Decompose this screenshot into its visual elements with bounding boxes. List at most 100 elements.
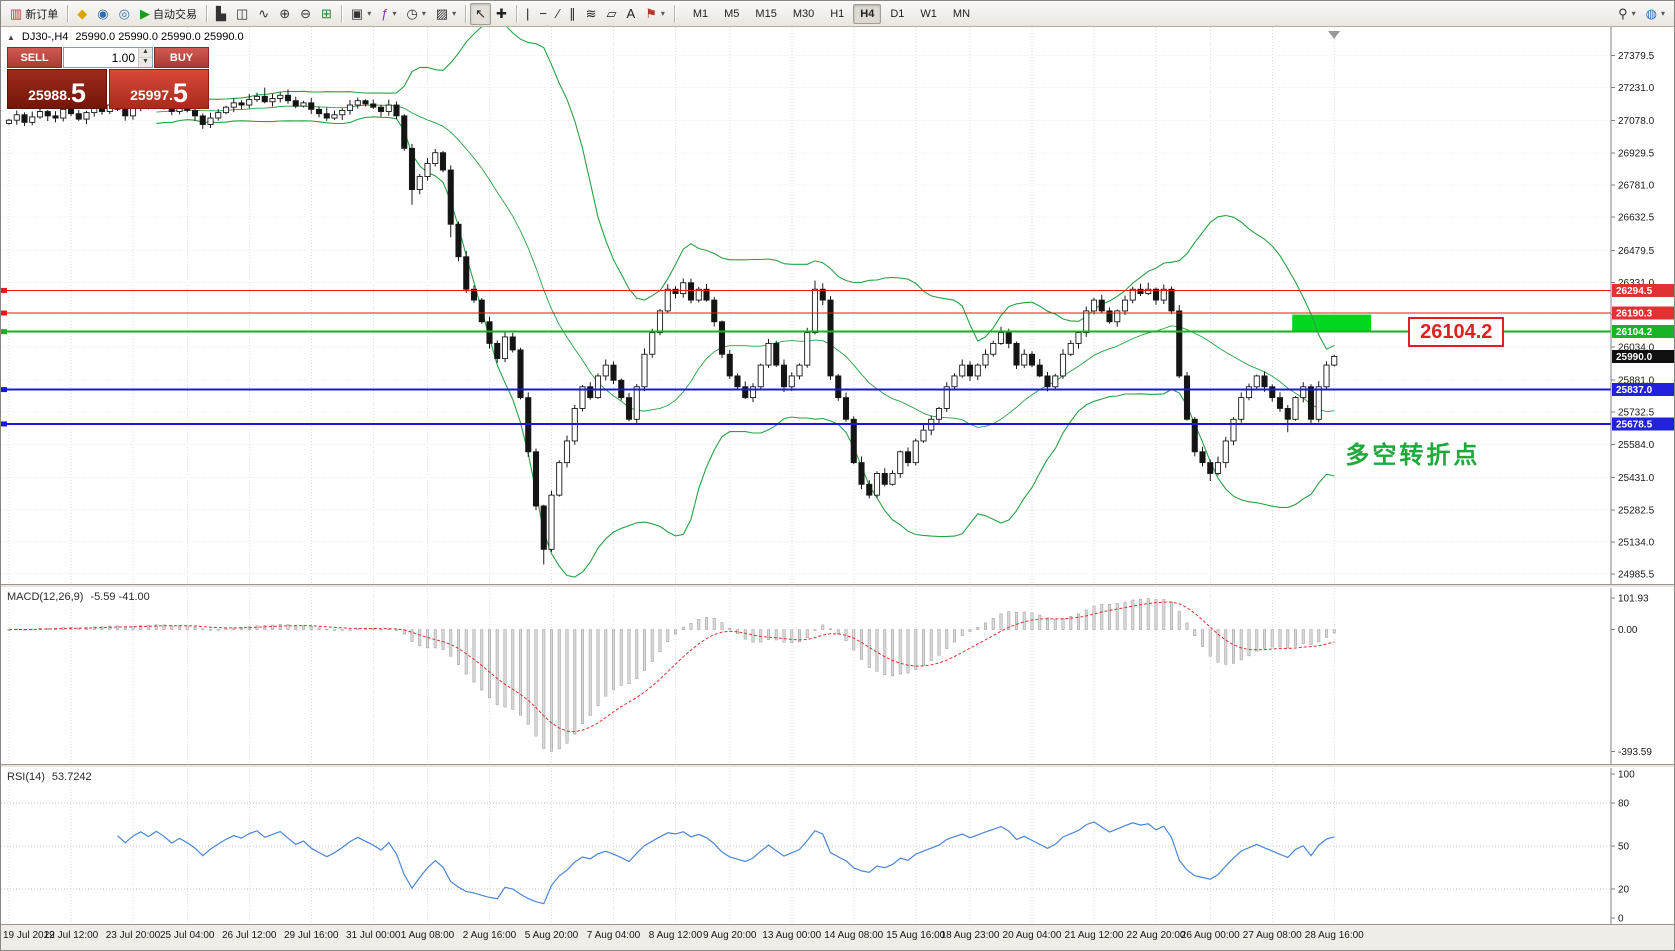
sell-price-main: 25988. xyxy=(28,87,71,103)
buy-price-button[interactable]: 25997. 5 xyxy=(109,69,209,109)
templates-button[interactable]: ▨ ▾ xyxy=(431,3,461,25)
community-button[interactable]: ◎ xyxy=(114,3,135,25)
time-axis-label: 31 Jul 00:00 xyxy=(346,930,401,941)
indicators-button[interactable]: ƒ ▾ xyxy=(376,3,401,25)
timeframe-m1-button[interactable]: M1 xyxy=(692,7,709,20)
svg-text:27231.0: 27231.0 xyxy=(1618,83,1655,94)
volume-value[interactable]: 1.00 xyxy=(111,51,135,65)
toolbar-separator xyxy=(205,4,207,23)
macd-panel[interactable]: 101.93 0.00 -393.59 xyxy=(1,588,1675,764)
trendline-button[interactable]: ∕ xyxy=(552,3,564,25)
price-badge xyxy=(1612,349,1674,363)
toolbar-separator xyxy=(673,4,675,23)
search-icon: ⚲ xyxy=(1618,6,1628,21)
dropdown-arrow-icon: ▾ xyxy=(367,9,372,18)
search-button[interactable]: ⚲ ▾ xyxy=(1613,3,1641,25)
text-icon: A xyxy=(626,6,636,21)
sell-button[interactable]: SELL xyxy=(7,47,62,68)
channel-icon: ∥ xyxy=(569,6,576,21)
buy-button[interactable]: BUY xyxy=(154,47,209,68)
volume-stepper[interactable]: 1.00 ▲ ▼ xyxy=(63,47,153,68)
time-axis-label: 15 Aug 16:00 xyxy=(886,930,946,941)
horizontal-line-button[interactable]: − xyxy=(534,3,552,25)
crosshair-icon: ✚ xyxy=(496,6,507,21)
new-order-button[interactable]: ▥ 新订单 xyxy=(5,3,63,25)
svg-text:26331.0: 26331.0 xyxy=(1618,278,1655,289)
periods-button[interactable]: ◷ ▾ xyxy=(401,3,430,25)
cursor-icon: ↖ xyxy=(475,6,487,21)
autotrading-button[interactable]: ▶ 自动交易 xyxy=(135,3,202,25)
favorites-button[interactable]: ◆ xyxy=(72,3,92,25)
svg-text:80: 80 xyxy=(1618,798,1630,809)
svg-text:50: 50 xyxy=(1618,842,1630,853)
timeframe-mn-button[interactable]: MN xyxy=(952,7,971,20)
arrows-button[interactable]: ⚑ ▾ xyxy=(640,3,670,25)
sell-price-pips: 5 xyxy=(70,78,86,108)
volume-up-button[interactable]: ▲ xyxy=(139,48,152,58)
candlestick-chart-button[interactable]: ◫ xyxy=(231,3,253,25)
svg-text:27379.5: 27379.5 xyxy=(1618,51,1655,62)
bar-chart-button[interactable]: ▙ xyxy=(211,3,231,25)
hline-anchor xyxy=(1,310,7,316)
candles[interactable] xyxy=(5,87,1338,565)
rsi-panel[interactable]: 100 80 50 20 0 xyxy=(1,768,1675,924)
hline-anchor xyxy=(1,287,7,293)
svg-text:26104.2: 26104.2 xyxy=(1616,327,1653,338)
timeframe-h1-button[interactable]: H1 xyxy=(830,7,845,20)
rsi-axis[interactable]: 100 80 50 20 0 xyxy=(1610,768,1675,925)
timeframe-m5-button[interactable]: M5 xyxy=(724,7,740,20)
shapes-button[interactable]: ▱ xyxy=(602,3,622,25)
chart-annotation[interactable]: 多空转折点 xyxy=(1345,440,1481,469)
dropdown-arrow-icon: ▾ xyxy=(1660,9,1665,18)
volume-spin: ▲ ▼ xyxy=(138,48,152,67)
highlight-zone[interactable] xyxy=(1292,314,1372,332)
channel-button[interactable]: ∥ xyxy=(564,3,581,25)
tile-windows-button[interactable]: ⊞ xyxy=(316,3,337,25)
time-axis-label: 28 Aug 16:00 xyxy=(1304,930,1364,941)
time-axis-label: 2 Aug 16:00 xyxy=(462,930,517,941)
svg-text:25134.0: 25134.0 xyxy=(1618,537,1655,548)
zoom-in-button[interactable]: ⊕ xyxy=(274,3,295,25)
timeframe-m15-button[interactable]: M15 xyxy=(755,7,777,20)
profile-button[interactable]: ◉ xyxy=(92,3,113,25)
panel-splitter[interactable] xyxy=(1,584,1674,588)
volume-down-button[interactable]: ▼ xyxy=(139,58,152,67)
timeframe-w1-button[interactable]: W1 xyxy=(920,7,937,20)
timeframe-h4-button[interactable]: H4 xyxy=(853,3,882,24)
text-button[interactable]: A xyxy=(622,3,641,25)
macd-histogram xyxy=(7,598,1336,752)
bollinger-bands xyxy=(156,27,1335,578)
price-axis[interactable]: 27379.5 27231.0 27078.0 26929.5 26781.0 26632… xyxy=(1610,27,1675,584)
svg-text:0: 0 xyxy=(1618,914,1624,925)
timeframe-d1-button[interactable]: D1 xyxy=(890,7,905,20)
cascade-windows-button[interactable]: ▣ ▾ xyxy=(346,3,376,25)
collapse-icon[interactable]: ▲ xyxy=(7,32,15,42)
toolbar: ▥ 新订单 ◆ ◉ ◎ ▶ 自动交易 ▙ ◫ ∿ ⊕ ⊖ ⊞ ▣ ▾ ƒ ▾ ◷ ▾ ▨ ▾ ↖ ✚ | − ∕ ∥ ≋ ▱ A ⚑ ▾ M1 M… xyxy=(1,1,1674,27)
toolbar-separator xyxy=(67,4,69,23)
chart-shift-marker[interactable] xyxy=(1328,31,1341,39)
indicators-icon: ƒ xyxy=(381,6,389,21)
price-callout[interactable]: 26104.2 xyxy=(1408,316,1505,347)
svg-text:25282.5: 25282.5 xyxy=(1618,505,1655,516)
cursor-button[interactable]: ↖ xyxy=(470,2,492,25)
help-button[interactable]: ◍ ▾ xyxy=(1641,3,1670,25)
fibonacci-button[interactable]: ≋ xyxy=(581,3,602,25)
timeframe-m30-button[interactable]: M30 xyxy=(792,7,815,20)
templates-icon: ▨ xyxy=(435,6,449,21)
macd-axis[interactable]: 101.93 0.00 -393.59 xyxy=(1610,588,1675,764)
vertical-line-button[interactable]: | xyxy=(521,3,534,25)
macd-header: MACD(12,26,9) -5.59 -41.00 xyxy=(7,591,150,603)
grid xyxy=(1,27,1611,584)
arrows-icon: ⚑ xyxy=(645,6,657,21)
price-badge xyxy=(1612,306,1674,320)
crosshair-button[interactable]: ✚ xyxy=(491,3,512,25)
line-chart-button[interactable]: ∿ xyxy=(253,3,274,25)
panel-splitter[interactable] xyxy=(1,764,1674,768)
sell-price-button[interactable]: 25988. 5 xyxy=(7,69,107,109)
zoom-out-button[interactable]: ⊖ xyxy=(295,3,316,25)
svg-text:26632.5: 26632.5 xyxy=(1618,213,1655,224)
time-axis[interactable]: 19 Jul 2019 22 Jul 12:00 23 Jul 20:00 25 Ju… xyxy=(1,924,1674,950)
main-chart[interactable]: 27379.5 27231.0 27078.0 26929.5 26781.0 26632… xyxy=(1,27,1675,584)
